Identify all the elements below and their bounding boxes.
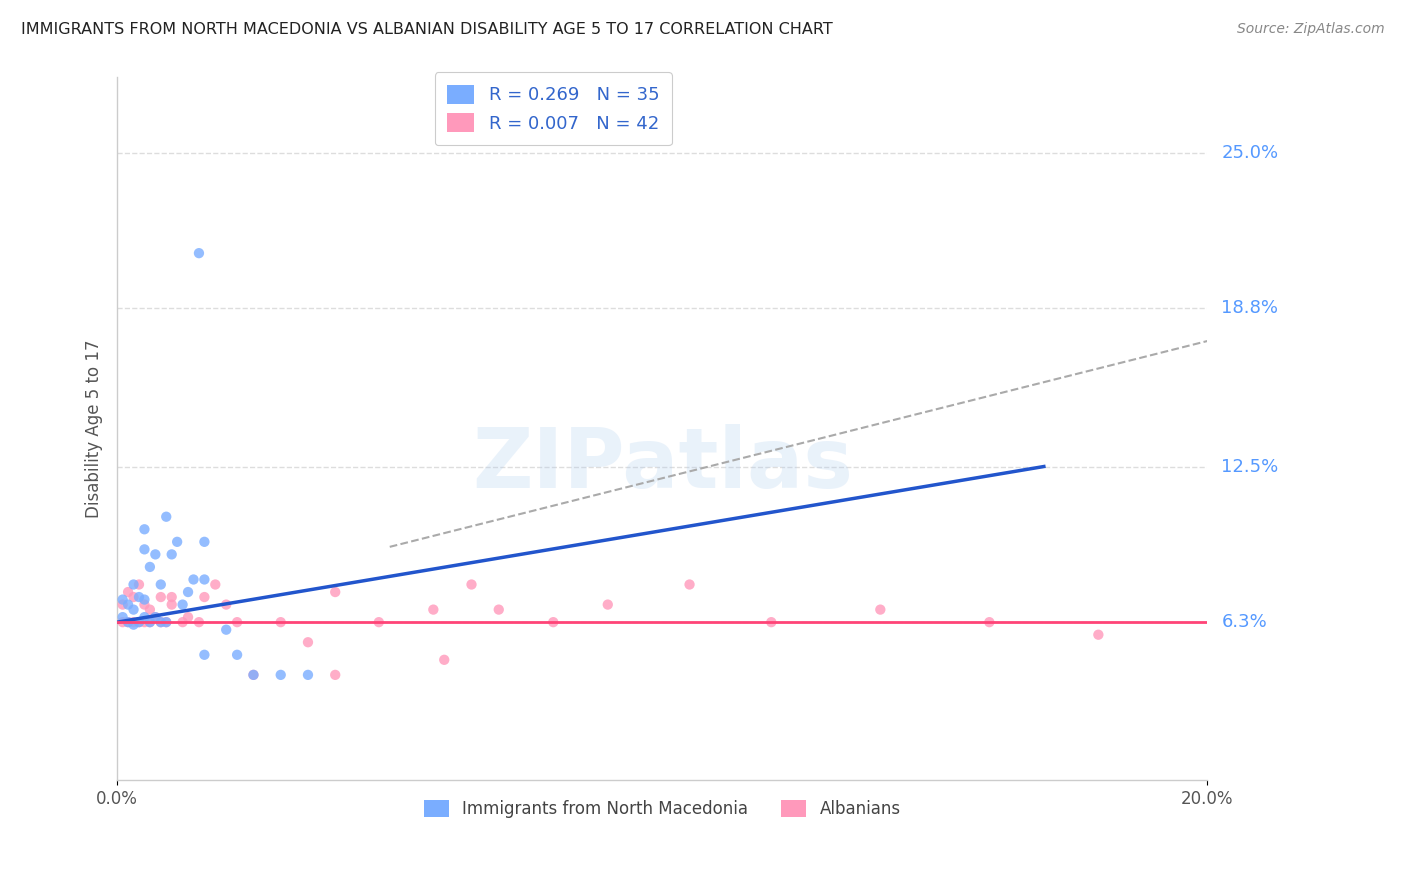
Point: [111, 610, 134, 624]
Point: [143, 610, 166, 624]
Point: [117, 598, 139, 612]
Point: [242, 668, 264, 682]
Point: [172, 598, 194, 612]
Point: [193, 534, 215, 549]
Point: [111, 592, 134, 607]
Point: [128, 615, 150, 629]
Point: [323, 668, 346, 682]
Point: [488, 602, 510, 616]
Point: [183, 573, 205, 587]
Point: [226, 648, 249, 662]
Point: [166, 534, 188, 549]
Point: [139, 615, 162, 629]
Text: 12.5%: 12.5%: [1222, 458, 1278, 475]
Point: [204, 577, 226, 591]
Point: [160, 548, 183, 562]
Point: [188, 246, 211, 260]
Point: [270, 668, 292, 682]
Point: [979, 615, 1001, 629]
Text: 18.8%: 18.8%: [1222, 300, 1278, 318]
Point: [215, 598, 238, 612]
Point: [188, 615, 211, 629]
Point: [193, 590, 215, 604]
Point: [155, 509, 177, 524]
Point: [869, 602, 891, 616]
Point: [678, 577, 700, 591]
Point: [242, 668, 264, 682]
Point: [367, 615, 389, 629]
Point: [596, 598, 619, 612]
Point: [460, 577, 482, 591]
Point: [1087, 628, 1109, 642]
Point: [149, 590, 172, 604]
Point: [155, 615, 177, 629]
Point: [323, 585, 346, 599]
Text: Source: ZipAtlas.com: Source: ZipAtlas.com: [1237, 22, 1385, 37]
Point: [122, 602, 145, 616]
Point: [143, 610, 166, 624]
Point: [122, 590, 145, 604]
Point: [172, 615, 194, 629]
Point: [122, 617, 145, 632]
Point: [160, 590, 183, 604]
Point: [117, 615, 139, 629]
Point: [143, 548, 166, 562]
Point: [128, 590, 150, 604]
Point: [111, 598, 134, 612]
Point: [134, 615, 156, 629]
Point: [128, 615, 150, 629]
Point: [155, 615, 177, 629]
Point: [122, 615, 145, 629]
Point: [177, 610, 200, 624]
Text: 6.3%: 6.3%: [1222, 613, 1267, 632]
Y-axis label: Disability Age 5 to 17: Disability Age 5 to 17: [86, 340, 103, 518]
Point: [122, 577, 145, 591]
Point: [193, 648, 215, 662]
Text: ZIPatlas: ZIPatlas: [472, 424, 853, 505]
Point: [149, 615, 172, 629]
Point: [134, 542, 156, 557]
Point: [134, 610, 156, 624]
Point: [117, 585, 139, 599]
Point: [177, 585, 200, 599]
Point: [139, 560, 162, 574]
Point: [226, 615, 249, 629]
Text: IMMIGRANTS FROM NORTH MACEDONIA VS ALBANIAN DISABILITY AGE 5 TO 17 CORRELATION C: IMMIGRANTS FROM NORTH MACEDONIA VS ALBAN…: [21, 22, 832, 37]
Legend: Immigrants from North Macedonia, Albanians: Immigrants from North Macedonia, Albania…: [418, 793, 907, 825]
Point: [270, 615, 292, 629]
Point: [111, 615, 134, 629]
Point: [422, 602, 444, 616]
Point: [297, 668, 319, 682]
Point: [128, 577, 150, 591]
Point: [761, 615, 783, 629]
Point: [134, 592, 156, 607]
Text: 25.0%: 25.0%: [1222, 144, 1278, 161]
Point: [297, 635, 319, 649]
Point: [139, 615, 162, 629]
Point: [117, 615, 139, 629]
Point: [433, 653, 456, 667]
Point: [149, 615, 172, 629]
Point: [215, 623, 238, 637]
Point: [134, 598, 156, 612]
Point: [149, 577, 172, 591]
Point: [543, 615, 565, 629]
Point: [160, 598, 183, 612]
Point: [134, 522, 156, 536]
Point: [139, 602, 162, 616]
Point: [193, 573, 215, 587]
